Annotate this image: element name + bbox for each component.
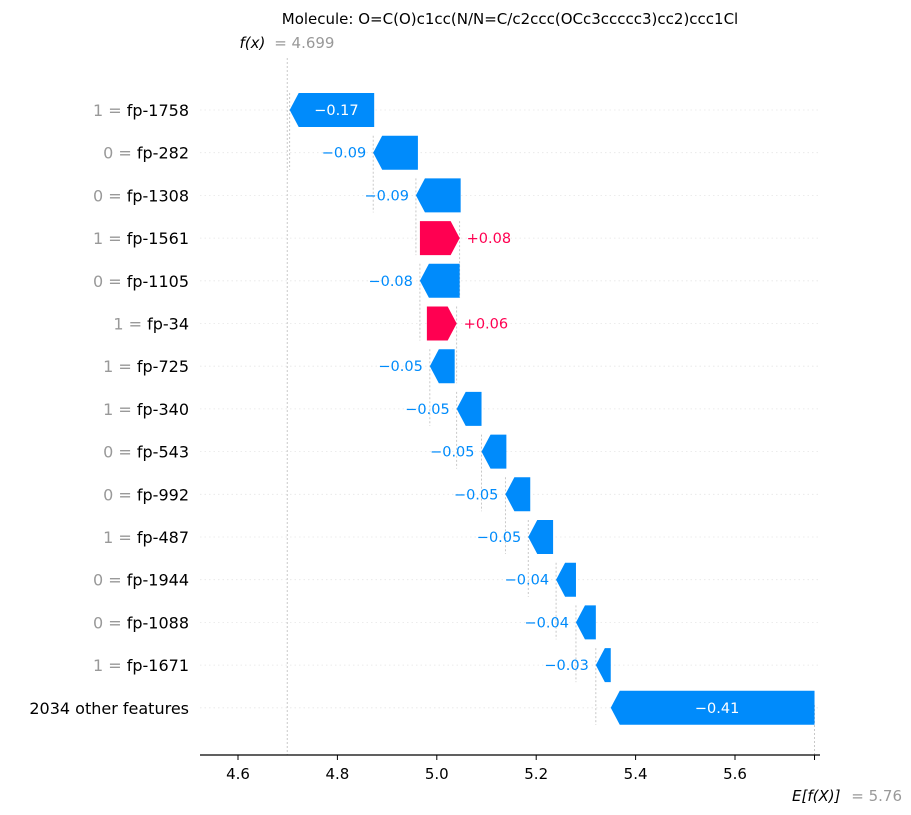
bar-2034-other-features: [610, 690, 815, 725]
feature-label: 0 = fp-1308: [93, 186, 189, 205]
feature-label: 1 = fp-340: [103, 400, 189, 419]
row-gridlines: [200, 109, 820, 709]
x-tick-label: 5.2: [524, 765, 548, 783]
bar-fp-34: [426, 306, 457, 341]
feature-label: 1 = fp-725: [103, 357, 189, 376]
ex-value: = 5.76: [851, 787, 902, 805]
feature-name: fp-1105: [127, 272, 189, 291]
feature-value: 1 =: [103, 357, 137, 376]
feature-value: 0 =: [93, 186, 127, 205]
feature-name: fp-1308: [127, 186, 189, 205]
x-axis-ticks: 4.6 4.8 5.0 5.2 5.4 5.6: [226, 755, 816, 783]
bar-value-label: −0.09: [322, 146, 366, 162]
feature-name: fp-340: [137, 400, 189, 419]
x-tick-label: 4.8: [325, 765, 349, 783]
feature-value: 0 =: [103, 144, 137, 163]
feature-name: fp-992: [137, 485, 189, 504]
bar-fp-487: [528, 520, 554, 554]
feature-value: 0 =: [93, 571, 127, 590]
ex-annotation: E[f(X)] = 5.76: [792, 787, 902, 805]
x-tick-label: 5.4: [624, 765, 648, 783]
bar-value-label: −0.08: [368, 274, 412, 290]
feature-value: 1 =: [93, 656, 127, 675]
feature-name: fp-1944: [127, 571, 189, 590]
feature-value: 0 =: [93, 272, 127, 291]
fx-label: f(x): [240, 34, 266, 52]
bar-value-label: −0.17: [314, 103, 358, 119]
bar-value-label: −0.05: [405, 402, 449, 418]
bar-labels: −0.17 −0.09 −0.09 +0.08 −0.08 +0.06 −0.05 −0.05…: [314, 103, 739, 717]
feature-value: 0 =: [103, 443, 137, 462]
bar-fp-1671: [595, 648, 611, 683]
feature-label: 1 = fp-487: [103, 528, 189, 547]
feature-label: 0 = fp-992: [103, 485, 189, 504]
feature-label: 0 = fp-282: [103, 144, 189, 163]
feature-name: fp-34: [147, 315, 189, 334]
bar-fp-1088: [575, 605, 596, 640]
x-tick-label: 4.6: [226, 765, 250, 783]
bars: [289, 93, 815, 725]
feature-label: 1 = fp-1758: [93, 101, 189, 120]
bar-fp-1944: [556, 562, 576, 597]
bar-fp-1308: [415, 178, 461, 213]
bar-fp-992: [505, 477, 531, 512]
feature-label: 0 = fp-1105: [93, 272, 189, 291]
bar-value-label: +0.06: [464, 317, 508, 333]
bar-value-label: −0.03: [544, 658, 588, 674]
feature-name: fp-1758: [127, 101, 189, 120]
feature-value: 1 =: [103, 400, 137, 419]
feature-value: 0 =: [93, 613, 127, 632]
feature-name: fp-1671: [127, 656, 189, 675]
feature-label: 0 = fp-1088: [93, 613, 189, 632]
feature-name: fp-543: [137, 443, 189, 462]
feature-value: 1 =: [93, 101, 127, 120]
bar-connectors: [289, 93, 597, 725]
feature-name: fp-487: [137, 528, 189, 547]
chart-title: Molecule: O=C(O)c1cc(N/N=C/c2ccc(OCc3ccc…: [282, 10, 738, 28]
bar-value-label: −0.05: [430, 445, 474, 461]
bar-fp-543: [481, 434, 507, 469]
bar-value-label: −0.04: [505, 573, 549, 589]
bar-value-label: −0.05: [454, 487, 498, 503]
feature-value: 1 =: [93, 229, 127, 248]
bar-value-label: −0.41: [695, 701, 739, 717]
bar-fp-725: [429, 349, 455, 384]
feature-name: fp-1088: [127, 613, 189, 632]
fx-annotation: f(x) = 4.699: [240, 34, 335, 52]
ex-label: E[f(X)]: [792, 787, 841, 805]
reference-lines: [286, 58, 815, 755]
feature-value: 0 =: [103, 485, 137, 504]
feature-label: 0 = fp-543: [103, 443, 189, 462]
feature-value: 1 =: [103, 528, 137, 547]
feature-label: 1 = fp-34: [113, 315, 189, 334]
feature-label: 1 = fp-1671: [93, 656, 189, 675]
feature-name: 2034 other features: [29, 699, 189, 718]
bar-value-label: −0.04: [525, 615, 569, 631]
bar-fp-1561: [419, 221, 460, 256]
feature-name: fp-1561: [127, 229, 189, 248]
feature-value: 1 =: [113, 315, 147, 334]
bar-fp-1105: [419, 263, 460, 298]
feature-label: 2034 other features: [29, 699, 189, 718]
feature-label: 1 = fp-1561: [93, 229, 189, 248]
feature-label: 0 = fp-1944: [93, 571, 189, 590]
bar-value-label: +0.08: [467, 231, 511, 247]
fx-value: = 4.699: [274, 34, 334, 52]
x-tick-label: 5.0: [425, 765, 449, 783]
feature-name: fp-282: [137, 144, 189, 163]
bar-fp-340: [456, 391, 482, 426]
bar-value-label: −0.09: [364, 188, 408, 204]
bar-value-label: −0.05: [378, 359, 422, 375]
x-tick-label: 5.6: [723, 765, 747, 783]
bar-fp-282: [373, 135, 418, 170]
bar-value-label: −0.05: [477, 530, 521, 546]
feature-name: fp-725: [137, 357, 189, 376]
bar-fp-1758: [289, 93, 375, 127]
